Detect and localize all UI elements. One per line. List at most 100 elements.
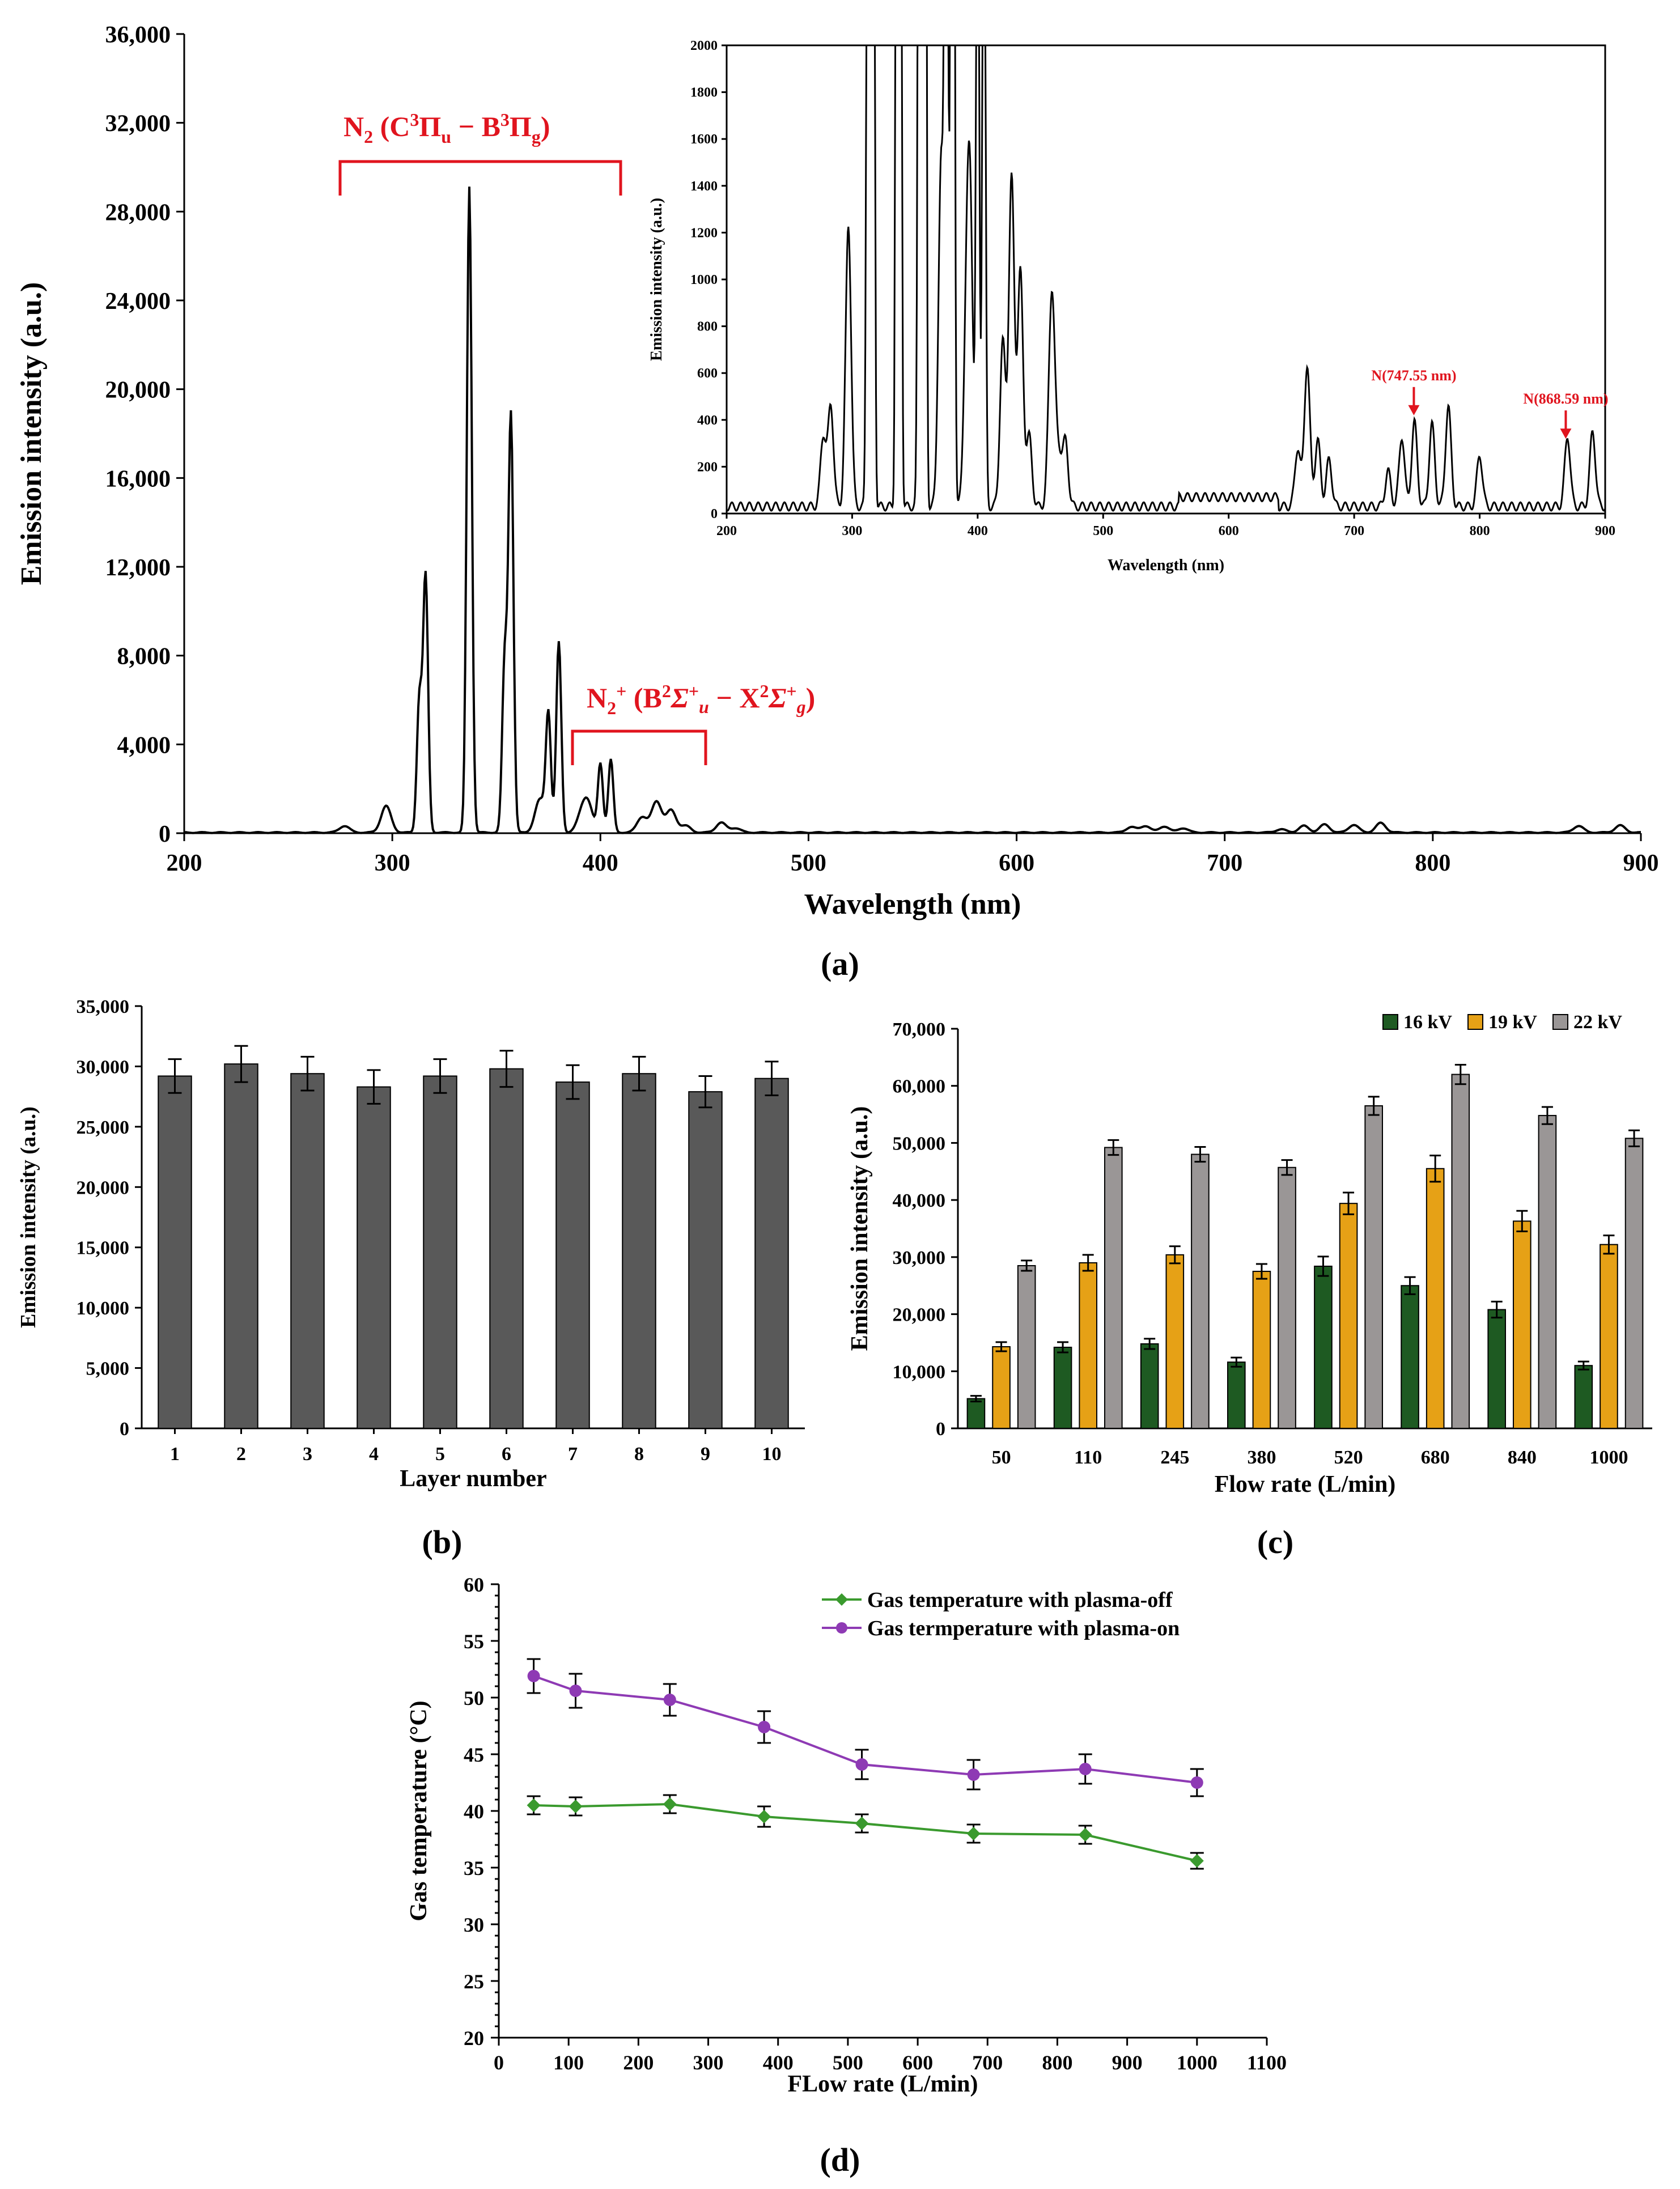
inset-y-tick-label: 600 — [697, 366, 718, 381]
x-tick-label: 6 — [502, 1444, 511, 1465]
y-tick-label: 70,000 — [893, 1019, 946, 1040]
data-point — [1190, 1776, 1203, 1789]
y-tick-label: 25,000 — [77, 1117, 130, 1138]
inset-y-tick-label: 1000 — [690, 273, 718, 287]
data-point — [1079, 1763, 1092, 1775]
y-tick-label: 25 — [464, 1970, 484, 1993]
inset-x-tick-label: 400 — [968, 524, 988, 538]
n2plus-label: N2+ (B2Σ+u − X2Σ+g) — [587, 681, 815, 718]
legend-label: Gas termperature with plasma-on — [867, 1617, 1180, 1640]
n-line-arrow-head — [1560, 429, 1572, 439]
x-tick-label: 840 — [1508, 1447, 1537, 1468]
y-tick-label: 12,000 — [105, 555, 171, 581]
x-tick-label: 8 — [634, 1444, 644, 1465]
bar — [224, 1063, 258, 1429]
error-bar — [1082, 1254, 1094, 1272]
inset-y-tick-label: 1600 — [690, 132, 718, 147]
bar — [1574, 1365, 1593, 1429]
data-point — [1190, 1854, 1204, 1868]
x-tick-label: 1 — [170, 1444, 180, 1465]
error-bar — [300, 1055, 315, 1092]
bar — [1191, 1153, 1210, 1429]
bar — [357, 1086, 391, 1429]
bar — [1227, 1361, 1246, 1429]
inset-x-tick-label: 900 — [1595, 524, 1615, 538]
x-tick-label: 5 — [435, 1444, 445, 1465]
y-tick-label: 45 — [464, 1743, 484, 1766]
legend-label: Gas temperature with plasma-off — [867, 1588, 1173, 1612]
bar — [1339, 1203, 1358, 1429]
bar — [1165, 1254, 1185, 1429]
inset-spectrum-line — [727, 45, 1605, 512]
y-tick-label: 30,000 — [77, 1057, 130, 1077]
data-point — [1078, 1828, 1092, 1842]
x-tick-label: 200 — [167, 850, 202, 876]
y-tick-label: 50 — [464, 1687, 484, 1709]
error-bar — [499, 1050, 514, 1088]
bar — [1364, 1105, 1383, 1429]
error-bar — [1021, 1259, 1033, 1272]
charts-root: 0 4,000 8,000 12,000 16,000 20,000 24,000 28,00… — [15, 22, 1659, 2097]
bar — [1314, 1265, 1333, 1429]
bar — [423, 1075, 457, 1429]
x-axis-title: Layer number — [400, 1466, 546, 1492]
inset-y-axis-title: Emission intensity (a.u.) — [648, 198, 665, 361]
legend-marker — [836, 1622, 847, 1634]
error-bar — [433, 1058, 447, 1094]
error-bar — [970, 1395, 982, 1403]
error-bar — [1541, 1106, 1553, 1125]
x-tick-label: 520 — [1334, 1447, 1363, 1468]
x-tick-label: 500 — [791, 850, 826, 876]
legend-marker — [835, 1593, 848, 1606]
panel-label-b: (b) — [422, 1524, 463, 1560]
error-bar — [1144, 1338, 1156, 1350]
series-line — [533, 1675, 1198, 1784]
bar — [1487, 1309, 1506, 1429]
y-tick-label: 16,000 — [105, 466, 171, 492]
data-point — [569, 1685, 582, 1697]
chart-a-main: 0 4,000 8,000 12,000 16,000 20,000 24,000 28,00… — [15, 22, 1659, 920]
bar — [555, 1081, 590, 1429]
x-tick-label: 7 — [568, 1444, 578, 1465]
x-tick-label: 9 — [701, 1444, 710, 1465]
bar — [290, 1073, 325, 1429]
inset-y-tick-label: 2000 — [690, 39, 718, 53]
bar — [1053, 1346, 1072, 1429]
x-axis-title: FLow rate (L/min) — [788, 2071, 978, 2097]
bar — [966, 1398, 986, 1429]
x-tick-label: 200 — [623, 2051, 654, 2074]
x-tick-label: 400 — [763, 2051, 794, 2074]
error-bar — [1343, 1191, 1355, 1215]
inset-y-tick-label: 1400 — [690, 179, 718, 194]
data-point — [663, 1694, 676, 1706]
y-tick-label: 4,000 — [117, 732, 171, 758]
legend-label: 16 kV — [1403, 1012, 1452, 1033]
inset-x-tick-label: 200 — [716, 524, 737, 538]
inset-x-tick-label: 800 — [1470, 524, 1490, 538]
x-tick-label: 1000 — [1589, 1447, 1628, 1468]
inset-x-tick-label: 700 — [1344, 524, 1364, 538]
y-tick-label: 40 — [464, 1800, 484, 1823]
x-tick-label: 245 — [1160, 1447, 1189, 1468]
error-bar — [566, 1064, 580, 1100]
error-bar — [632, 1055, 646, 1092]
y-tick-label: 8,000 — [117, 644, 171, 670]
data-point — [967, 1768, 980, 1781]
inset-x-axis-title: Wavelength (nm) — [1108, 557, 1224, 574]
y-tick-label: 35 — [464, 1857, 484, 1880]
x-axis-title: Wavelength (nm) — [804, 888, 1021, 920]
x-tick-label: 400 — [583, 850, 618, 876]
x-tick-label: 3 — [303, 1444, 312, 1465]
bar — [1252, 1271, 1271, 1429]
x-tick-label: 600 — [999, 850, 1034, 876]
y-tick-label: 20,000 — [77, 1177, 130, 1198]
inset-y-tick-label: 1200 — [690, 226, 718, 240]
inset-y-tick-label: 1800 — [690, 86, 718, 100]
y-tick-label: 40,000 — [893, 1190, 946, 1211]
bar — [688, 1091, 723, 1429]
data-point — [757, 1810, 771, 1823]
y-tick-label: 50,000 — [893, 1133, 946, 1154]
error-bar — [234, 1045, 248, 1083]
y-axis-title: Emission intensity (a.u.) — [15, 282, 48, 586]
legend-swatch — [1467, 1014, 1483, 1030]
